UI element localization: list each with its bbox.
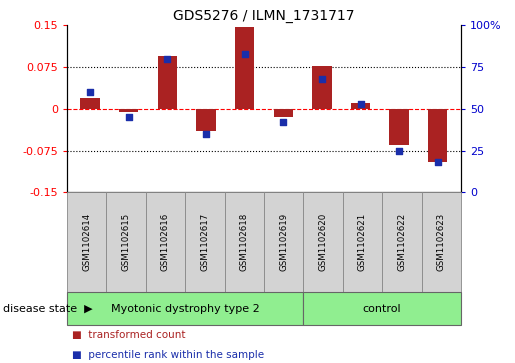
Point — [395, 148, 403, 154]
Text: GSM1102619: GSM1102619 — [279, 213, 288, 272]
Text: ■  percentile rank within the sample: ■ percentile rank within the sample — [72, 350, 264, 360]
Bar — [428, 109, 448, 162]
Text: GSM1102617: GSM1102617 — [200, 213, 209, 272]
Point — [434, 159, 442, 165]
Point — [318, 76, 326, 82]
Bar — [158, 56, 177, 109]
Bar — [235, 26, 254, 109]
Text: GSM1102615: GSM1102615 — [122, 213, 130, 272]
Bar — [389, 109, 409, 145]
Bar — [312, 66, 332, 109]
Bar — [80, 98, 100, 109]
Text: GSM1102621: GSM1102621 — [358, 213, 367, 272]
Text: disease state  ▶: disease state ▶ — [3, 303, 92, 314]
Text: GSM1102618: GSM1102618 — [240, 213, 249, 272]
Text: control: control — [363, 303, 402, 314]
Point — [279, 119, 287, 125]
Point — [241, 51, 249, 57]
Text: GSM1102623: GSM1102623 — [437, 213, 445, 272]
Bar — [196, 109, 216, 131]
Point — [356, 101, 365, 107]
Point — [125, 114, 133, 120]
Point — [163, 56, 171, 62]
Text: ■  transformed count: ■ transformed count — [72, 330, 185, 340]
Bar — [351, 103, 370, 109]
Text: GSM1102622: GSM1102622 — [398, 213, 406, 272]
Text: GSM1102614: GSM1102614 — [82, 213, 91, 272]
Text: GSM1102620: GSM1102620 — [319, 213, 328, 272]
Title: GDS5276 / ILMN_1731717: GDS5276 / ILMN_1731717 — [173, 9, 355, 23]
Text: Myotonic dystrophy type 2: Myotonic dystrophy type 2 — [111, 303, 260, 314]
Bar — [119, 109, 139, 112]
Point — [202, 131, 210, 137]
Bar — [273, 109, 293, 117]
Text: GSM1102616: GSM1102616 — [161, 213, 170, 272]
Point — [86, 89, 94, 95]
